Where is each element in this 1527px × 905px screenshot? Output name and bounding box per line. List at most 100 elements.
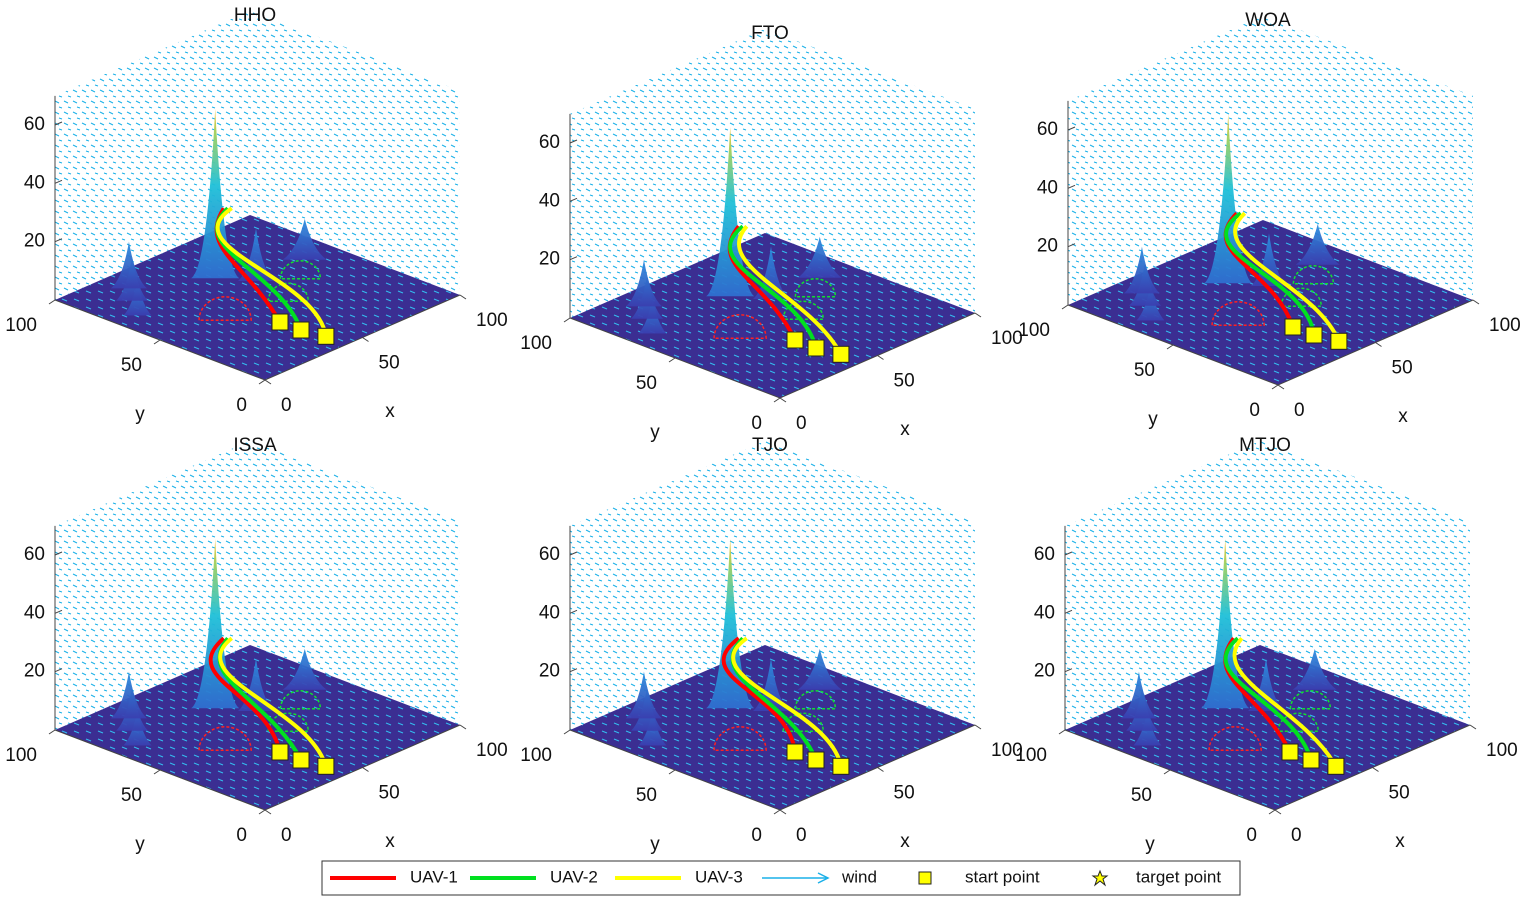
z-tick-label: 20 (24, 231, 45, 252)
y-tick (563, 729, 571, 735)
x-tick (459, 294, 467, 300)
y-tick-label: 0 (1249, 400, 1260, 421)
uav-path (728, 224, 818, 349)
z-tick (54, 609, 63, 614)
x-axis-label: x (1395, 831, 1405, 852)
start-point (271, 743, 289, 761)
x-tick (779, 397, 787, 403)
z-tick-label: 20 (539, 661, 560, 682)
z-tick-label: 60 (539, 132, 560, 153)
legend-label: target point (1136, 867, 1221, 886)
z-tick (54, 238, 63, 243)
z-tick-label: 60 (1037, 119, 1058, 140)
y-tick (1271, 384, 1279, 390)
y-tick-label: 0 (236, 395, 247, 416)
terrain (1123, 246, 1160, 294)
uav-path (215, 206, 328, 337)
y-tick-label: 100 (520, 745, 552, 766)
chart-title: ISSA (233, 435, 277, 456)
obstacle (1292, 265, 1335, 285)
z-tick-label: 40 (1034, 602, 1055, 623)
wall (570, 28, 765, 318)
z-tick (54, 551, 63, 556)
y-tick (563, 317, 571, 323)
start-point (317, 757, 335, 775)
legend-label: wind (841, 867, 877, 886)
panel: 20 40 60 0 50 100 0 50 100 y x TJO (520, 435, 1022, 855)
x-tick-label: 50 (894, 371, 915, 392)
z-tick-label: 40 (24, 172, 45, 193)
y-tick (258, 379, 266, 385)
terrain (110, 671, 147, 719)
obstacle (713, 726, 767, 751)
obstacle (198, 296, 252, 321)
z-tick (1064, 551, 1073, 556)
y-tick-label: 0 (751, 413, 762, 434)
x-tick (1277, 384, 1285, 390)
z-tick-label: 20 (1034, 661, 1055, 682)
start-point (1302, 751, 1320, 769)
x-axis-label: x (385, 401, 395, 422)
y-axis-label: y (650, 422, 660, 443)
x-tick-label: 0 (281, 825, 292, 846)
x-tick-label: 100 (1489, 315, 1521, 336)
start-point (786, 331, 804, 349)
wall (55, 440, 250, 730)
obstacle (279, 260, 322, 280)
x-tick-label: 0 (1291, 825, 1302, 846)
legend-label: UAV-3 (695, 867, 743, 886)
start-point (317, 327, 335, 345)
y-axis-label: y (1148, 409, 1158, 430)
obstacle (794, 690, 837, 710)
z-tick-label: 40 (24, 602, 45, 623)
y-tick-label: 50 (1131, 785, 1152, 806)
x-tick (1372, 767, 1379, 772)
y-tick-label: 0 (751, 825, 762, 846)
z-tick-label: 60 (1034, 544, 1055, 565)
x-axis-label: x (385, 831, 395, 852)
y-tick (668, 357, 676, 363)
panel: 20 40 60 0 50 100 0 50 100 y x MTJO (1015, 435, 1517, 855)
start-point (1281, 743, 1299, 761)
y-tick-label: 50 (636, 785, 657, 806)
terrain (797, 236, 842, 278)
terrain (1295, 223, 1340, 265)
terrain (625, 671, 662, 719)
y-tick-label: 50 (121, 355, 142, 376)
x-tick-label: 50 (379, 353, 400, 374)
panel: 20 40 60 0 50 100 0 50 100 y x HHO (5, 5, 507, 425)
y-tick-label: 100 (5, 745, 37, 766)
obstacle (279, 690, 322, 710)
y-tick (48, 299, 56, 305)
x-tick-label: 0 (796, 825, 807, 846)
y-tick-label: 50 (636, 373, 657, 394)
uav-path (1233, 211, 1341, 343)
obstacle (794, 278, 837, 298)
y-tick (258, 809, 266, 815)
terrain (282, 648, 327, 690)
legend-label: UAV-2 (550, 867, 598, 886)
start-point (271, 313, 289, 331)
x-tick (877, 355, 884, 360)
z-tick-label: 60 (24, 114, 45, 135)
z-tick (569, 609, 578, 614)
wall (250, 10, 460, 295)
y-tick (153, 769, 161, 775)
z-tick (1064, 668, 1073, 673)
wall (250, 440, 460, 725)
x-tick-label: 0 (796, 413, 807, 434)
obstacle (713, 314, 767, 339)
y-tick (1166, 344, 1174, 350)
uav-path (1223, 636, 1313, 761)
uav-path (737, 224, 843, 356)
y-axis-label: y (135, 834, 145, 855)
terrain (1201, 539, 1250, 709)
chart-title: HHO (234, 5, 276, 26)
panel: 20 40 60 0 50 100 0 50 100 y x WOA (1018, 10, 1520, 430)
x-tick-label: 50 (1389, 783, 1410, 804)
z-tick-label: 40 (539, 602, 560, 623)
y-tick (1058, 729, 1066, 735)
x-tick (779, 809, 787, 815)
wall (570, 440, 765, 730)
x-tick (974, 724, 982, 730)
